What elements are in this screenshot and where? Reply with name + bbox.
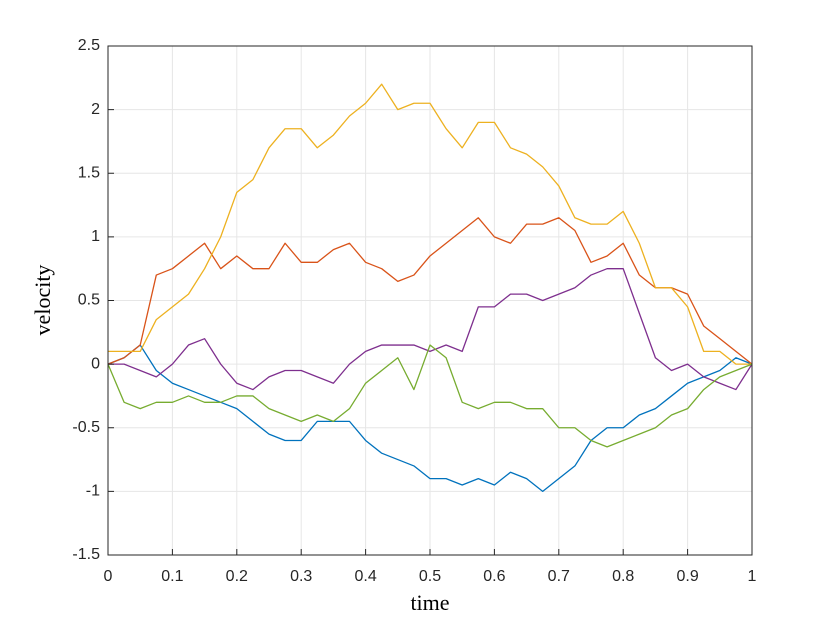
x-tick-label: 0.3 bbox=[290, 568, 312, 585]
x-tick-label: 0 bbox=[104, 568, 113, 585]
y-tick-label: 0.5 bbox=[78, 292, 100, 309]
data-line bbox=[107, 217, 753, 365]
y-tick-label: -1 bbox=[86, 483, 100, 500]
y-tick-label: 1 bbox=[91, 228, 100, 245]
data-line bbox=[107, 344, 753, 493]
y-axis-label: velocity bbox=[30, 265, 55, 336]
data-line bbox=[108, 83, 752, 365]
x-tick-label: 0.4 bbox=[354, 568, 376, 585]
y-tick-label: 0 bbox=[91, 355, 100, 372]
y-tick-label: 2.5 bbox=[78, 37, 100, 54]
y-tick-label: -1.5 bbox=[72, 546, 100, 563]
x-tick-label: 0.6 bbox=[483, 568, 505, 585]
y-tick-label: 1.5 bbox=[78, 164, 100, 181]
data-line bbox=[108, 268, 753, 391]
y-tick-label: -0.5 bbox=[72, 419, 100, 436]
y-tick-label: 2 bbox=[91, 101, 100, 118]
data-line bbox=[107, 344, 753, 448]
x-tick-label: 0.8 bbox=[612, 568, 634, 585]
x-axis-label: time bbox=[410, 590, 449, 615]
x-tick-label: 0.7 bbox=[548, 568, 570, 585]
x-tick-label: 1 bbox=[748, 568, 757, 585]
x-tick-label: 0.1 bbox=[161, 568, 183, 585]
plot-lines bbox=[107, 83, 753, 493]
x-tick-label: 0.5 bbox=[419, 568, 441, 585]
x-tick-label: 0.2 bbox=[226, 568, 248, 585]
x-tick-label: 0.9 bbox=[676, 568, 698, 585]
